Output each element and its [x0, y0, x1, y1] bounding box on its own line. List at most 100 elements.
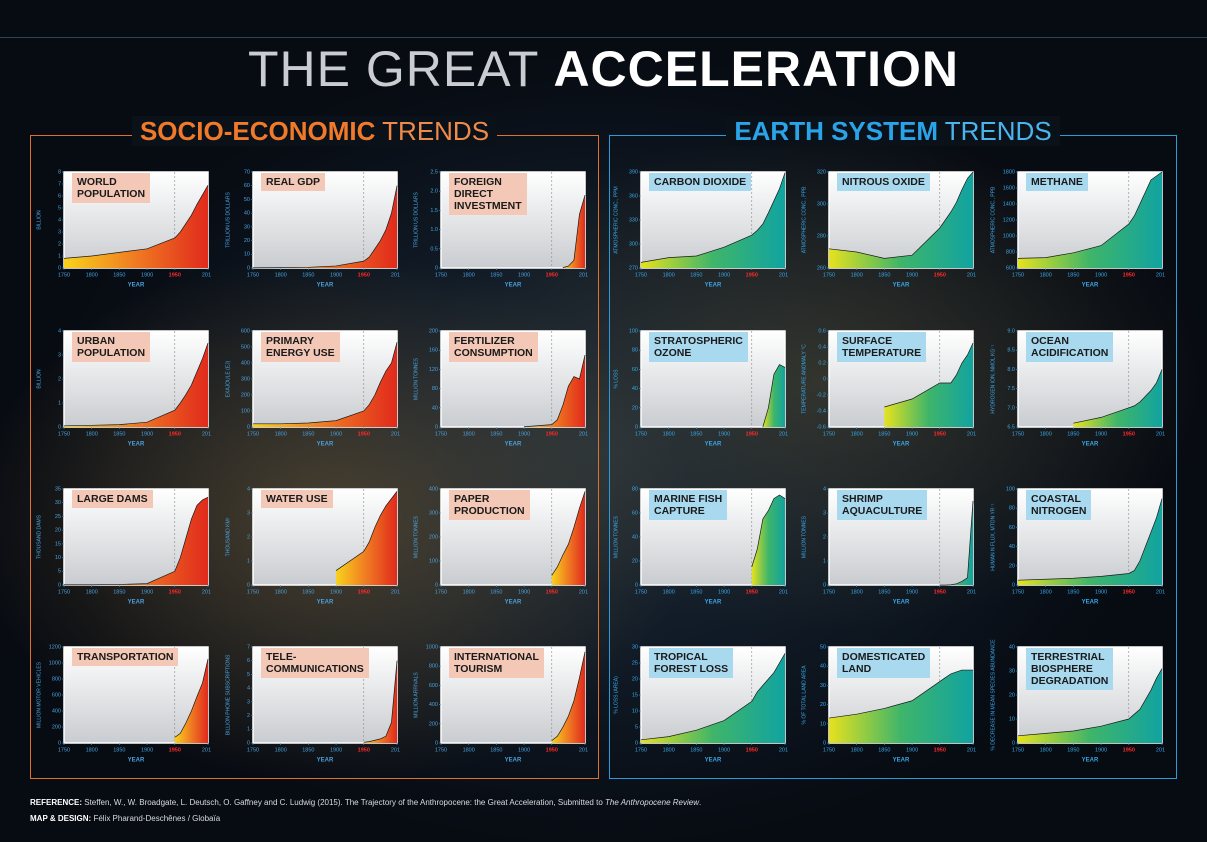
x-tick-label: 1750	[58, 272, 70, 278]
line	[751, 494, 786, 568]
y-tick-label: 0	[58, 740, 61, 746]
x-tick-label: 2010	[1156, 431, 1165, 437]
line	[64, 496, 209, 586]
y-tick-label: 7	[58, 181, 61, 187]
y-tick-label: 35	[55, 486, 61, 492]
line	[1017, 668, 1163, 737]
y-tick-label: 200	[429, 534, 438, 540]
y-tick-label: 40	[820, 664, 826, 670]
x-tick-label: 1750	[635, 272, 647, 278]
x-tick-label: 1750	[1012, 747, 1024, 753]
socio-section: SOCIO-ECONOMIC TRENDS	[30, 116, 599, 779]
x-tick-label: 1900	[330, 747, 342, 753]
x-tick-label: 1900	[1095, 589, 1107, 595]
x-tick-label: 1750	[435, 589, 447, 595]
x-axis-label: YEAR	[893, 758, 910, 764]
chart: -0.6 -0.4 -0.2 0 0.2 0.4 0.6 1750 1800 1850 1900 19…	[794, 323, 976, 463]
y-tick-label: 1200	[1003, 217, 1015, 223]
y-tick-label: 7.0	[1007, 405, 1015, 411]
y-tick-label: 0	[247, 582, 250, 588]
line	[551, 651, 586, 741]
y-tick-label: 0	[435, 582, 438, 588]
line	[884, 342, 974, 408]
x-tick-label: 1800	[86, 747, 98, 753]
x-tick-label: 1850	[302, 747, 314, 753]
x-tick-label: 1900	[718, 747, 730, 753]
y-tick-label: 600	[429, 683, 438, 689]
x-tick-label: 1750	[635, 589, 647, 595]
x-tick-label: 1900	[141, 589, 153, 595]
y-tick-label: 200	[429, 721, 438, 727]
line	[1073, 369, 1163, 424]
x-tick-label: 1950	[546, 589, 558, 595]
x-axis-label: YEAR	[505, 283, 522, 289]
x-tick-label: 1850	[878, 589, 890, 595]
x-tick-label: 1750	[823, 747, 835, 753]
chart-title: WATER USE	[261, 490, 333, 508]
y-tick-label: 0	[435, 265, 438, 271]
y-tick-label: 2	[247, 713, 250, 719]
x-tick-label: 1950	[1123, 431, 1135, 437]
chart: 0 20 40 60 80 100 1750 1800 1850 1900 1950 2010 YEAR…	[983, 481, 1165, 621]
y-tick-label: 40	[244, 211, 250, 217]
y-tick-label: 600	[1006, 265, 1015, 271]
x-tick-label: 1800	[851, 589, 863, 595]
x-tick-label: 1900	[518, 747, 530, 753]
y-tick-label: 0.5	[430, 246, 438, 252]
x-tick-label: 1900	[718, 589, 730, 595]
y-tick-label: 200	[52, 724, 61, 730]
reference-label: REFERENCE:	[30, 798, 83, 807]
y-axis-label: TRILLION US DOLLARS	[225, 192, 231, 248]
x-tick-label: 2010	[202, 589, 211, 595]
x-tick-label: 2010	[779, 431, 788, 437]
y-tick-label: 10	[244, 252, 250, 258]
y-tick-label: 2	[58, 241, 61, 247]
chart: 0 20 40 60 80 1750 1800 1850 1900 1950 2010 YEAR MIL…	[606, 481, 788, 621]
y-tick-label: 5	[635, 724, 638, 730]
y-tick-label: 800	[52, 676, 61, 682]
y-tick-label: 25	[632, 660, 638, 666]
x-tick-label: 1800	[1040, 747, 1052, 753]
y-tick-label: 3	[58, 229, 61, 235]
x-tick-label: 1850	[878, 431, 890, 437]
y-tick-label: 1.0	[430, 227, 438, 233]
area	[363, 660, 397, 743]
x-tick-label: 1900	[141, 431, 153, 437]
chart-title: SHRIMP AQUACULTURE	[837, 490, 928, 520]
y-tick-label: 300	[817, 201, 826, 207]
x-tick-label: 2010	[779, 747, 788, 753]
y-tick-label: 60	[632, 510, 638, 516]
chart-title: TERRESTRIAL BIOSPHERE DEGRADATION	[1026, 648, 1114, 690]
line	[640, 653, 786, 741]
y-tick-label: 15	[632, 692, 638, 698]
y-tick-label: 20	[55, 528, 61, 534]
y-tick-label: 0	[635, 740, 638, 746]
y-tick-label: 280	[817, 233, 826, 239]
y-tick-label: 0	[823, 740, 826, 746]
x-tick-label: 1850	[490, 589, 502, 595]
x-tick-label: 2010	[579, 272, 588, 278]
y-tick-label: 6	[58, 193, 61, 199]
y-tick-label: 0	[247, 424, 250, 430]
y-tick-label: 30	[632, 644, 638, 650]
reference-journal: The Anthropocene Review	[605, 798, 699, 807]
x-tick-label: 1900	[906, 747, 918, 753]
chart: 0 1 2 3 4 5 6 7 8 1750 1800 1850 1900 1950 2010 YEAR BIL…	[29, 164, 211, 304]
y-tick-label: 80	[632, 486, 638, 492]
y-tick-label: 270	[629, 265, 638, 271]
x-tick-label: 1800	[275, 589, 287, 595]
y-tick-label: 1	[247, 727, 250, 733]
x-tick-label: 2010	[779, 272, 788, 278]
area	[829, 172, 973, 268]
y-tick-label: -0.2	[817, 392, 826, 398]
y-tick-label: 400	[52, 708, 61, 714]
x-axis-label: YEAR	[893, 600, 910, 606]
chart: 0 40 80 120 160 200 1750 1800 1850 1900 1950 2010 YE…	[406, 323, 588, 463]
x-axis-label: YEAR	[128, 600, 145, 606]
x-tick-label: 1900	[518, 431, 530, 437]
area	[829, 670, 973, 743]
y-tick-label: 40	[432, 405, 438, 411]
y-tick-label: 0.6	[818, 328, 826, 334]
y-tick-label: 100	[1006, 486, 1015, 492]
y-tick-label: 9.0	[1007, 328, 1015, 334]
